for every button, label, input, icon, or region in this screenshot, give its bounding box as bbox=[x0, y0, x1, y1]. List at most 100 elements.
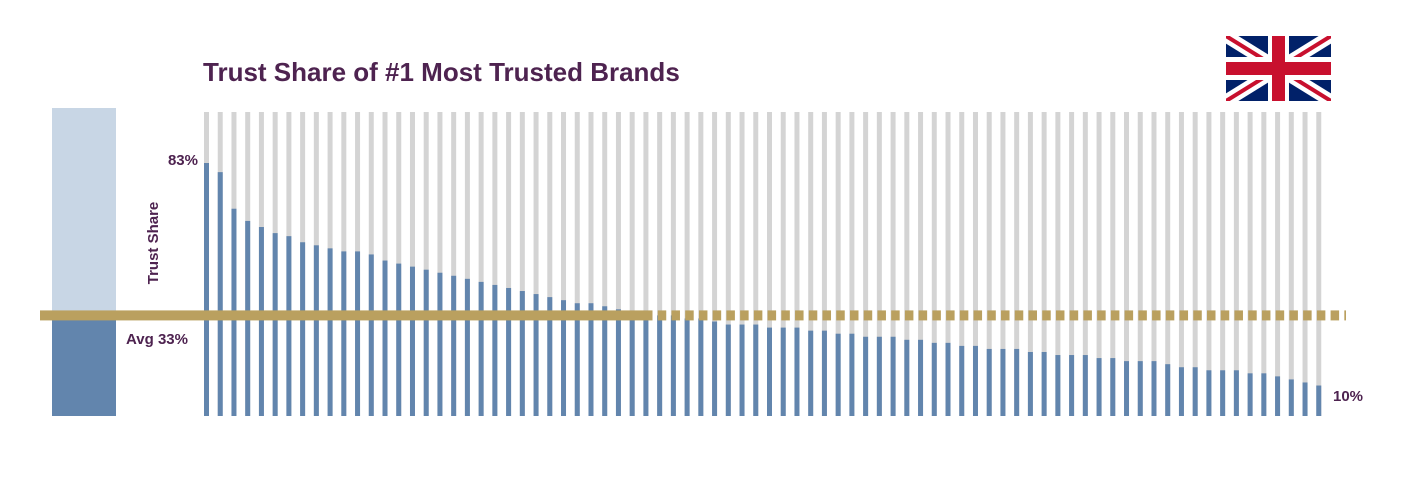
bar bbox=[739, 324, 745, 416]
average-line-segment bbox=[657, 310, 667, 321]
bar bbox=[1137, 361, 1143, 416]
bar-track bbox=[629, 112, 635, 416]
bar bbox=[849, 333, 855, 416]
bar-track bbox=[876, 112, 882, 416]
bar bbox=[286, 236, 292, 416]
bar bbox=[464, 278, 470, 416]
average-line-segment bbox=[1330, 310, 1340, 321]
average-line-segment bbox=[849, 310, 859, 321]
average-line-segment bbox=[1001, 310, 1010, 321]
bar-track bbox=[712, 112, 718, 416]
bar bbox=[986, 348, 992, 416]
average-line-segment bbox=[932, 310, 941, 321]
average-line-segment bbox=[822, 310, 832, 321]
bar bbox=[1151, 361, 1157, 416]
bar bbox=[451, 275, 457, 416]
bar-track bbox=[574, 112, 580, 416]
bar bbox=[931, 342, 937, 416]
average-line-segment bbox=[795, 310, 804, 321]
bar-track bbox=[1316, 112, 1322, 416]
bar-track bbox=[1275, 112, 1281, 416]
bar bbox=[382, 260, 388, 416]
average-line-segment bbox=[1165, 310, 1175, 321]
bar-track bbox=[959, 112, 965, 416]
bar-track bbox=[739, 112, 745, 416]
bar-track bbox=[547, 112, 553, 416]
bar-track bbox=[931, 112, 937, 416]
y-axis-label: Trust Share bbox=[145, 202, 162, 285]
bar-track bbox=[945, 112, 951, 416]
bar bbox=[327, 248, 333, 416]
average-line-segment bbox=[753, 310, 763, 321]
bar-track bbox=[1041, 112, 1047, 416]
average-line-segment bbox=[1138, 310, 1147, 321]
bar bbox=[684, 318, 690, 416]
bar-track bbox=[890, 112, 896, 416]
bar-track bbox=[657, 112, 663, 416]
bar-track bbox=[1302, 112, 1308, 416]
bar-track bbox=[1082, 112, 1088, 416]
bar-track bbox=[1165, 112, 1171, 416]
bar-track bbox=[561, 112, 567, 416]
bar-track bbox=[1206, 112, 1212, 416]
bar bbox=[904, 339, 910, 416]
max-value-label: 83% bbox=[168, 152, 198, 169]
bar bbox=[1082, 355, 1088, 416]
bar bbox=[217, 172, 223, 416]
bar-track bbox=[1014, 112, 1020, 416]
average-line-solid bbox=[40, 310, 644, 321]
average-line-segment bbox=[1152, 310, 1161, 321]
bar bbox=[300, 242, 306, 416]
bar-track bbox=[1220, 112, 1226, 416]
bar bbox=[588, 303, 594, 416]
bar-track bbox=[1000, 112, 1006, 416]
bar bbox=[1192, 367, 1198, 416]
bar bbox=[615, 309, 621, 416]
bar bbox=[409, 266, 415, 416]
bar bbox=[698, 318, 704, 416]
bar-track bbox=[409, 112, 415, 416]
bar bbox=[1124, 361, 1130, 416]
average-line-segment bbox=[1220, 310, 1230, 321]
average-line-segment bbox=[1124, 310, 1134, 321]
bar bbox=[972, 345, 978, 416]
bar bbox=[629, 312, 635, 416]
bar-track bbox=[478, 112, 484, 416]
bar-track bbox=[835, 112, 841, 416]
bar bbox=[533, 294, 539, 416]
average-line-segment bbox=[781, 310, 790, 321]
average-line-segment bbox=[959, 310, 969, 321]
bar-track bbox=[451, 112, 457, 416]
bar bbox=[272, 233, 278, 416]
bar-track bbox=[698, 112, 704, 416]
bar-track bbox=[753, 112, 759, 416]
bar bbox=[1055, 355, 1061, 416]
bar bbox=[519, 291, 525, 416]
bar-track bbox=[437, 112, 443, 416]
bar-track bbox=[780, 112, 786, 416]
average-line-segment bbox=[946, 310, 955, 321]
average-line-segment bbox=[726, 310, 735, 321]
bars bbox=[204, 163, 1322, 416]
bar bbox=[1220, 370, 1226, 416]
bar bbox=[1069, 355, 1075, 416]
bar bbox=[1110, 358, 1116, 416]
bar bbox=[547, 297, 553, 416]
bar bbox=[959, 345, 965, 416]
bar bbox=[313, 245, 319, 416]
bar-track bbox=[506, 112, 512, 416]
average-line-segment bbox=[767, 310, 777, 321]
bar-track bbox=[1137, 112, 1143, 416]
bar-track bbox=[423, 112, 429, 416]
bar bbox=[1261, 373, 1267, 416]
average-line-segment bbox=[1193, 310, 1202, 321]
bar-track bbox=[1027, 112, 1033, 416]
bar bbox=[1178, 367, 1184, 416]
average-line-segment bbox=[1316, 310, 1326, 321]
bar bbox=[437, 272, 443, 416]
bar bbox=[341, 251, 347, 416]
bar-track bbox=[1288, 112, 1294, 416]
bar-track bbox=[643, 112, 649, 416]
summary-bar bbox=[52, 108, 116, 416]
